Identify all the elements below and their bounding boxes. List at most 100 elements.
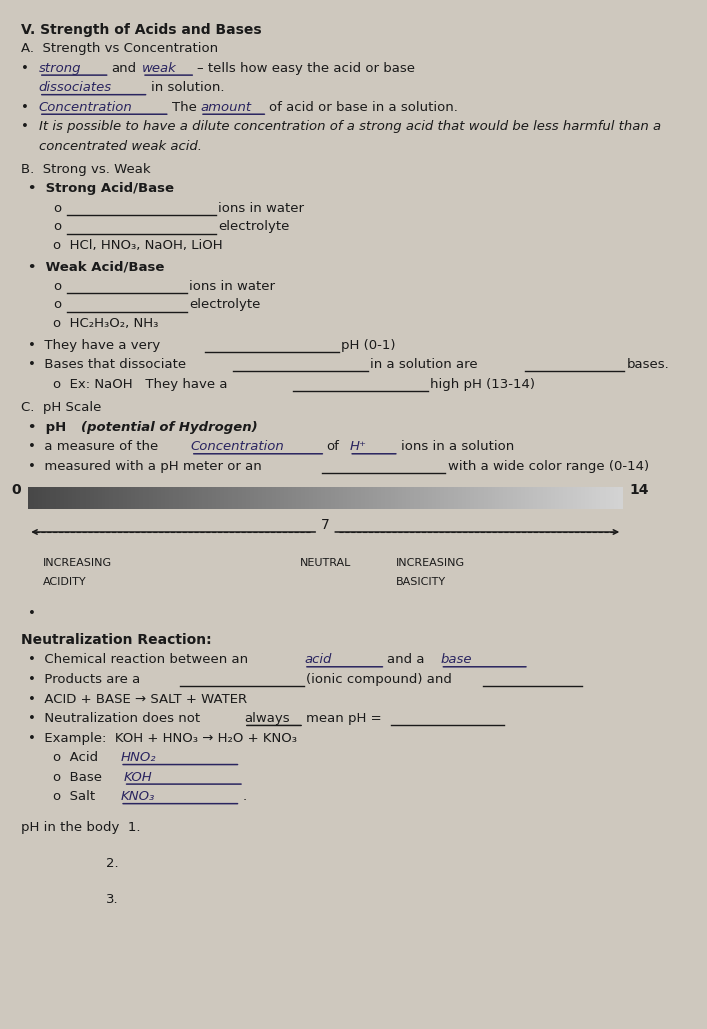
Bar xyxy=(343,487,346,509)
Bar xyxy=(361,487,363,509)
Bar xyxy=(117,487,120,509)
Bar xyxy=(242,487,245,509)
Bar xyxy=(86,487,88,509)
Bar xyxy=(454,487,457,509)
Bar xyxy=(496,487,498,509)
Text: KNO₃: KNO₃ xyxy=(120,790,155,804)
Bar xyxy=(416,487,419,509)
Bar xyxy=(296,487,298,509)
Bar xyxy=(513,487,516,509)
Bar xyxy=(351,487,354,509)
Bar xyxy=(397,487,399,509)
Text: •: • xyxy=(21,120,29,134)
Bar xyxy=(499,487,502,509)
Bar xyxy=(276,487,279,509)
Text: in a solution are: in a solution are xyxy=(370,358,477,371)
Bar xyxy=(395,487,397,509)
Bar xyxy=(42,487,45,509)
Bar xyxy=(185,487,187,509)
Text: •  Weak Acid/Base: • Weak Acid/Base xyxy=(28,260,165,274)
Bar xyxy=(575,487,578,509)
Bar xyxy=(228,487,231,509)
Bar xyxy=(157,487,160,509)
Bar xyxy=(541,487,544,509)
Bar xyxy=(151,487,153,509)
Bar xyxy=(565,487,568,509)
Bar xyxy=(100,487,103,509)
Bar xyxy=(38,487,41,509)
Bar xyxy=(232,487,235,509)
Bar xyxy=(290,487,292,509)
Text: o  Base: o Base xyxy=(53,771,106,784)
Bar xyxy=(303,487,306,509)
Bar xyxy=(98,487,100,509)
Bar xyxy=(212,487,215,509)
Bar xyxy=(284,487,286,509)
Bar xyxy=(327,487,330,509)
Text: •  Example:  KOH + HNO₃ → H₂O + KNO₃: • Example: KOH + HNO₃ → H₂O + KNO₃ xyxy=(28,732,297,745)
Bar xyxy=(52,487,54,509)
Bar xyxy=(66,487,69,509)
Bar xyxy=(527,487,530,509)
Bar xyxy=(177,487,180,509)
Bar xyxy=(476,487,479,509)
Bar xyxy=(40,487,43,509)
Bar xyxy=(370,487,373,509)
Text: •  a measure of the: • a measure of the xyxy=(28,440,158,454)
Text: (ionic compound) and: (ionic compound) and xyxy=(306,673,452,686)
Bar xyxy=(458,487,460,509)
Text: in solution.: in solution. xyxy=(151,81,224,95)
Bar xyxy=(509,487,512,509)
Bar xyxy=(125,487,128,509)
Bar xyxy=(93,487,96,509)
Bar xyxy=(254,487,257,509)
Bar xyxy=(139,487,142,509)
Bar xyxy=(305,487,308,509)
Bar xyxy=(145,487,148,509)
Bar xyxy=(189,487,192,509)
Bar xyxy=(88,487,90,509)
Text: INCREASING: INCREASING xyxy=(42,558,112,568)
Bar xyxy=(539,487,542,509)
Bar xyxy=(479,487,482,509)
Text: •: • xyxy=(21,62,29,75)
Bar xyxy=(604,487,607,509)
Bar xyxy=(281,487,284,509)
Bar xyxy=(68,487,71,509)
Bar xyxy=(236,487,239,509)
Bar xyxy=(262,487,264,509)
Bar xyxy=(523,487,526,509)
Text: o  HCl, HNO₃, NaOH, LiOH: o HCl, HNO₃, NaOH, LiOH xyxy=(53,239,223,252)
Bar xyxy=(525,487,528,509)
Bar xyxy=(266,487,269,509)
Bar xyxy=(506,487,508,509)
Bar xyxy=(561,487,563,509)
Bar xyxy=(602,487,605,509)
Bar xyxy=(373,487,375,509)
Bar xyxy=(547,487,549,509)
Text: of: of xyxy=(327,440,339,454)
Text: acid: acid xyxy=(304,653,332,667)
Bar xyxy=(163,487,165,509)
Bar xyxy=(580,487,583,509)
Bar xyxy=(410,487,413,509)
Text: and: and xyxy=(112,62,137,75)
Bar xyxy=(521,487,524,509)
Bar xyxy=(345,487,348,509)
Text: concentrated weak acid.: concentrated weak acid. xyxy=(39,140,202,153)
Bar xyxy=(387,487,390,509)
Bar xyxy=(484,487,486,509)
Bar xyxy=(488,487,490,509)
Bar xyxy=(80,487,83,509)
Text: o: o xyxy=(53,298,61,312)
Bar xyxy=(317,487,320,509)
Text: o: o xyxy=(53,220,61,234)
Bar xyxy=(489,487,492,509)
Bar xyxy=(191,487,193,509)
Bar xyxy=(320,487,322,509)
Bar xyxy=(577,487,579,509)
Text: dissociates: dissociates xyxy=(39,81,112,95)
Text: •  pH: • pH xyxy=(28,421,71,434)
Bar xyxy=(553,487,556,509)
Bar xyxy=(123,487,126,509)
